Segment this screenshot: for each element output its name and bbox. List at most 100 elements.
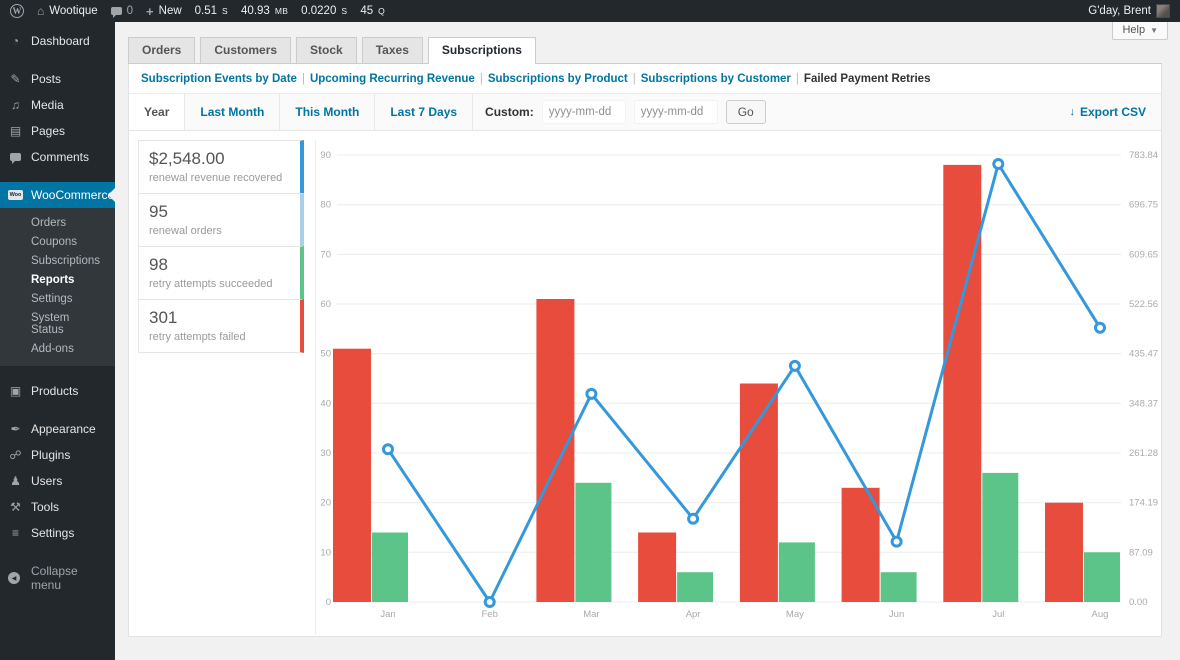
sidebar-item-label: Posts <box>31 72 62 86</box>
comment-count: 0 <box>126 5 134 17</box>
submenu-item-subscriptions[interactable]: Subscriptions <box>31 254 101 267</box>
plugins-icon: ☍ <box>9 448 22 462</box>
collapse-menu-button[interactable]: ◀ Collapse menu <box>0 558 115 598</box>
woocommerce-icon: Woo <box>8 190 23 200</box>
range-year[interactable]: Year <box>129 94 186 130</box>
sidebar-item-label: Appearance <box>31 422 96 436</box>
sidebar-item-woocommerce[interactable]: Woo WooCommerce <box>0 182 116 208</box>
legend-label: retry attempts failed <box>149 331 246 343</box>
sidebar-item-pages[interactable]: ▤ Pages <box>0 118 115 144</box>
legend-label: retry attempts succeeded <box>149 278 273 290</box>
stat-unit: Q <box>378 6 386 16</box>
svg-text:87.09: 87.09 <box>1129 547 1153 558</box>
svg-text:50: 50 <box>320 349 331 360</box>
svg-text:696.75: 696.75 <box>1129 200 1158 211</box>
custom-label: Custom: <box>485 105 534 119</box>
tab-stock[interactable]: Stock <box>296 37 357 63</box>
perf-stat-query-time[interactable]: 0.0220 S <box>301 5 347 17</box>
legend-label: renewal orders <box>149 225 222 237</box>
stat-unit: MB <box>274 6 289 16</box>
comments-admin-link[interactable]: 0 <box>110 5 134 18</box>
legend-value: 98 <box>149 255 168 274</box>
svg-text:Aug: Aug <box>1092 609 1109 620</box>
range-last-7-days[interactable]: Last 7 Days <box>375 94 474 130</box>
sidebar-item-users[interactable]: ♟ Users <box>0 468 115 494</box>
stat-unit: S <box>222 6 229 16</box>
link-upcoming-recurring-revenue[interactable]: Upcoming Recurring Revenue <box>309 73 475 85</box>
new-content-link[interactable]: + New <box>146 4 182 19</box>
perf-stat-queries[interactable]: 45 Q <box>360 5 385 17</box>
svg-text:80: 80 <box>320 200 331 211</box>
custom-end-date-input[interactable] <box>633 100 718 124</box>
link-subscriptions-by-product[interactable]: Subscriptions by Product <box>487 73 628 85</box>
range-this-month[interactable]: This Month <box>280 94 376 130</box>
sidebar-item-label: Products <box>31 384 79 398</box>
tab-customers[interactable]: Customers <box>200 37 292 63</box>
submenu-item-coupons[interactable]: Coupons <box>31 235 78 248</box>
legend-value: 301 <box>149 308 178 327</box>
comments-menu-icon <box>8 150 23 164</box>
sidebar-item-tools[interactable]: ⚒ Tools <box>0 494 115 520</box>
svg-text:Apr: Apr <box>686 609 701 620</box>
sidebar-item-settings[interactable]: ≡ Settings <box>0 520 115 546</box>
date-range-bar: Year Last Month This Month Last 7 Days C… <box>129 93 1161 131</box>
svg-text:90: 90 <box>320 150 331 161</box>
sidebar-item-posts[interactable]: ✎ Posts <box>0 66 115 92</box>
export-csv-label: Export CSV <box>1079 105 1146 119</box>
media-icon: ♫ <box>11 98 20 112</box>
go-button[interactable]: Go <box>725 100 766 124</box>
main-content: Help ▼ Orders Customers Stock Taxes Subs… <box>115 22 1180 660</box>
submenu-item-reports[interactable]: Reports <box>31 273 75 286</box>
help-button[interactable]: Help ▼ <box>1112 22 1168 40</box>
sidebar-item-label: Users <box>31 474 63 488</box>
tab-subscriptions[interactable]: Subscriptions <box>427 37 536 64</box>
perf-stat-time[interactable]: 0.51 S <box>195 5 228 17</box>
svg-text:Mar: Mar <box>583 609 599 620</box>
pages-icon: ▤ <box>9 124 22 138</box>
sidebar-item-label: Plugins <box>31 448 71 462</box>
admin-bar: W ⌂ Wootique 0 + New 0.51 S 40.93 MB 0.022… <box>0 0 1180 22</box>
sidebar-item-products[interactable]: ▣ Products <box>0 378 115 404</box>
collapse-icon: ◀ <box>8 572 23 584</box>
stat-value: 0.51 <box>194 5 218 17</box>
svg-text:Jul: Jul <box>992 609 1004 620</box>
submenu-item-addons[interactable]: Add-ons <box>31 342 74 355</box>
sidebar-item-media[interactable]: ♫ Media <box>0 92 115 118</box>
sidebar-item-comments[interactable]: Comments <box>0 144 115 170</box>
tools-icon: ⚒ <box>10 500 21 514</box>
sidebar-item-appearance[interactable]: ✒ Appearance <box>0 416 115 442</box>
submenu-item-settings[interactable]: Settings <box>31 292 73 305</box>
range-last-month[interactable]: Last Month <box>185 94 281 130</box>
svg-text:60: 60 <box>320 299 331 310</box>
dashboard-icon: ◔ <box>11 34 20 48</box>
greeting: G'day, Brent <box>1088 5 1151 17</box>
sidebar-item-dashboard[interactable]: ◔ Dashboard <box>0 28 115 54</box>
new-label: New <box>158 5 182 17</box>
svg-text:261.28: 261.28 <box>1129 448 1158 459</box>
stat-value: 45 <box>360 5 374 17</box>
svg-text:783.84: 783.84 <box>1129 150 1158 161</box>
custom-start-date-input[interactable] <box>541 100 626 124</box>
stat-unit: S <box>341 6 348 16</box>
tab-orders[interactable]: Orders <box>128 37 196 63</box>
export-csv-button[interactable]: ↓ Export CSV <box>1069 94 1161 130</box>
link-subscription-events-by-date[interactable]: Subscription Events by Date <box>141 73 297 85</box>
wordpress-menu[interactable]: W <box>10 4 24 18</box>
sidebar-item-plugins[interactable]: ☍ Plugins <box>0 442 115 468</box>
svg-text:10: 10 <box>320 547 331 558</box>
my-account-link[interactable]: G'day, Brent <box>1088 4 1170 18</box>
tab-taxes[interactable]: Taxes <box>361 37 423 63</box>
svg-text:70: 70 <box>320 249 331 260</box>
plus-icon: + <box>146 3 154 19</box>
svg-text:522.56: 522.56 <box>1129 299 1158 310</box>
site-name-link[interactable]: ⌂ Wootique <box>37 4 98 18</box>
link-subscriptions-by-customer[interactable]: Subscriptions by Customer <box>640 73 791 85</box>
svg-text:20: 20 <box>320 498 331 509</box>
svg-text:0.00: 0.00 <box>1129 597 1148 608</box>
submenu-item-orders[interactable]: Orders <box>31 216 67 229</box>
perf-stat-memory[interactable]: 40.93 MB <box>241 5 288 17</box>
link-failed-payment-retries[interactable]: Failed Payment Retries <box>803 73 931 85</box>
submenu-item-system-status[interactable]: System Status <box>31 311 70 336</box>
stat-value: 40.93 <box>241 5 270 17</box>
wordpress-logo-icon: W <box>10 4 24 18</box>
